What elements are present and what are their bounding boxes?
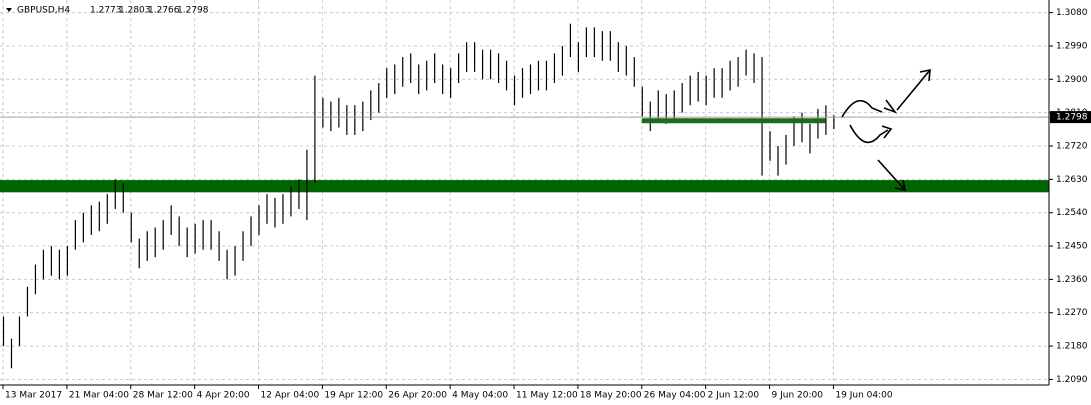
menu-arrow xyxy=(6,8,12,12)
x-tick-label: 19 Jun 04:00 xyxy=(835,391,892,401)
price-tag xyxy=(1050,111,1091,124)
y-tick-label: 1.2540 xyxy=(1056,208,1088,218)
y-tick-label: 1.2720 xyxy=(1056,141,1088,151)
y-tick-label: 1.2450 xyxy=(1056,242,1088,252)
arrow xyxy=(841,99,883,118)
y-tick-label: 1.2990 xyxy=(1056,41,1088,51)
arrow xyxy=(877,159,907,192)
price-tag-label: 1.2798 xyxy=(1056,113,1088,123)
grid xyxy=(0,0,1049,385)
y-tick-label: 1.3080 xyxy=(1056,8,1088,18)
x-tick-label: 26 Apr 20:00 xyxy=(388,391,447,401)
y-tick-label: 1.2270 xyxy=(1056,308,1088,318)
arrow xyxy=(881,125,893,139)
x-tick-label: 13 Mar 2017 xyxy=(5,391,62,401)
x-tick-label: 21 Mar 04:00 xyxy=(69,391,129,401)
ohlc-value: 1.2773 xyxy=(90,6,122,16)
ohlc-value: 1.2803 xyxy=(119,6,151,16)
x-tick-label: 12 Apr 04:00 xyxy=(261,391,320,401)
x-tick-label: 4 Apr 20:00 xyxy=(197,391,250,401)
marks xyxy=(0,23,1049,369)
x-tick-label: 19 Apr 12:00 xyxy=(324,391,383,401)
arrow xyxy=(849,124,889,144)
ohlc-value: 1.2798 xyxy=(177,6,209,16)
x-tick-label: 11 May 12:00 xyxy=(516,391,578,401)
y-tick-label: 1.2360 xyxy=(1056,275,1088,285)
x-tick-label: 4 May 04:00 xyxy=(452,391,508,401)
y-tick-label: 1.2900 xyxy=(1056,75,1088,85)
chart-title: GBPUSD,H4 xyxy=(17,6,70,16)
arrow xyxy=(883,99,898,114)
y-tick-label: 1.2180 xyxy=(1056,342,1088,352)
y-tick-label: 1.2630 xyxy=(1056,175,1088,185)
x-tick-label: 18 May 20:00 xyxy=(580,391,642,401)
x-tick-label: 28 Mar 12:00 xyxy=(133,391,193,401)
forecast-arrows xyxy=(841,69,931,192)
x-tick-label: 2 Jun 12:00 xyxy=(708,391,760,401)
arrow xyxy=(896,69,931,111)
support-zone xyxy=(0,180,1049,193)
y-tick-label: 1.2090 xyxy=(1056,375,1088,385)
x-tick-label: 9 Jun 20:00 xyxy=(772,391,824,401)
x-tick-label: 26 May 04:00 xyxy=(644,391,706,401)
ohlc-value: 1.2766 xyxy=(148,6,180,16)
